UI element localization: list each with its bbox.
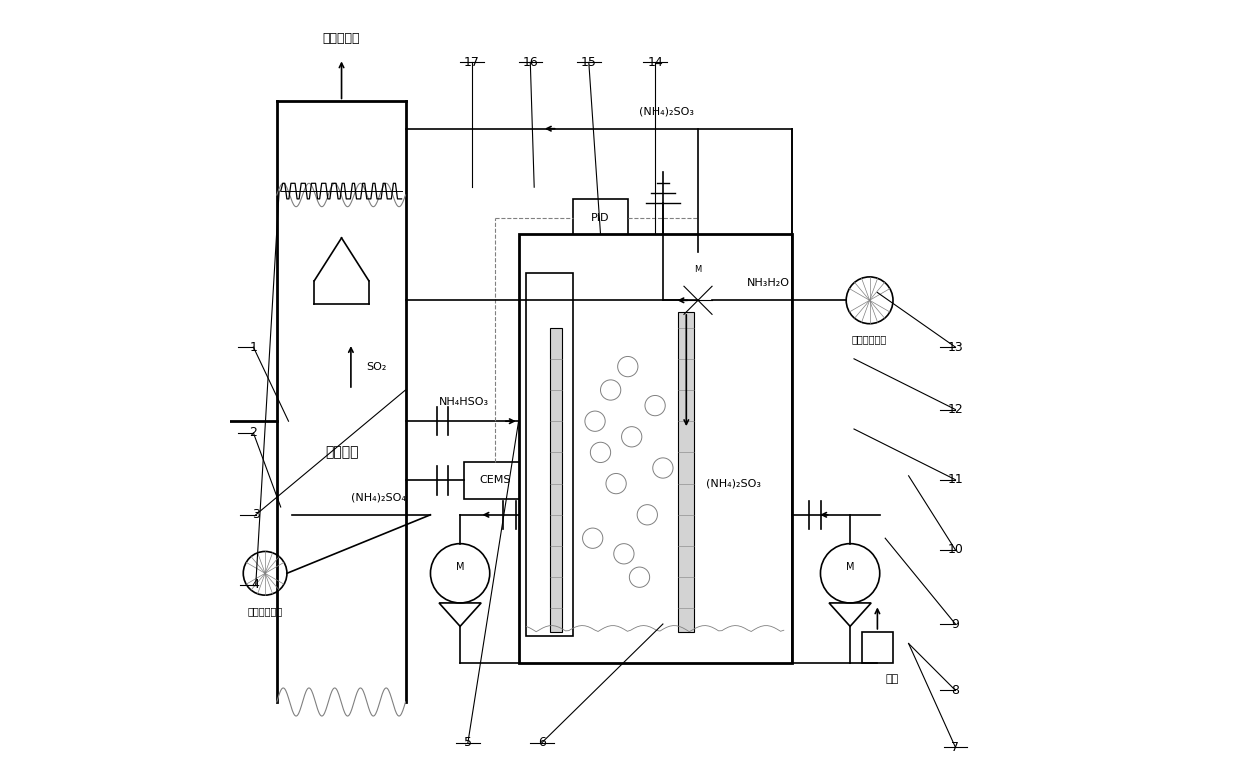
Text: 净化后烟气: 净化后烟气 xyxy=(322,33,361,45)
Circle shape xyxy=(430,544,490,603)
Text: 13: 13 xyxy=(947,341,963,353)
Text: SO₂: SO₂ xyxy=(367,362,387,371)
Text: 来自氨水系统: 来自氨水系统 xyxy=(852,335,888,344)
FancyBboxPatch shape xyxy=(678,312,694,632)
Text: PID: PID xyxy=(591,214,610,223)
Text: 14: 14 xyxy=(647,56,663,69)
Text: 1: 1 xyxy=(249,341,258,353)
FancyBboxPatch shape xyxy=(518,234,791,663)
Text: NH₄HSO₃: NH₄HSO₃ xyxy=(439,397,489,406)
Text: 8: 8 xyxy=(951,684,960,697)
Text: (NH₄)₂SO₃: (NH₄)₂SO₃ xyxy=(640,107,694,116)
Text: 10: 10 xyxy=(947,544,963,556)
Circle shape xyxy=(681,252,715,286)
Text: 16: 16 xyxy=(522,56,538,69)
FancyBboxPatch shape xyxy=(527,273,573,636)
Text: 去后处理装置: 去后处理装置 xyxy=(248,606,283,615)
Text: 2: 2 xyxy=(249,427,258,439)
Text: 17: 17 xyxy=(464,56,480,69)
Text: (NH₄)₂SO₄: (NH₄)₂SO₄ xyxy=(351,493,405,502)
Text: M: M xyxy=(456,562,464,572)
FancyBboxPatch shape xyxy=(573,199,627,238)
Text: 5: 5 xyxy=(464,736,472,749)
Text: 原始烟气: 原始烟气 xyxy=(325,445,358,459)
Text: 空气: 空气 xyxy=(885,674,899,683)
Text: M: M xyxy=(694,264,702,274)
FancyBboxPatch shape xyxy=(862,632,893,663)
Text: (NH₄)₂SO₃: (NH₄)₂SO₃ xyxy=(706,479,760,488)
Circle shape xyxy=(821,544,879,603)
Text: M: M xyxy=(846,562,854,572)
Text: CEMS: CEMS xyxy=(480,476,511,485)
Text: 12: 12 xyxy=(947,403,963,416)
Text: 3: 3 xyxy=(252,509,259,521)
Text: NH₃H₂O: NH₃H₂O xyxy=(746,278,790,288)
FancyBboxPatch shape xyxy=(549,328,562,632)
Text: 9: 9 xyxy=(951,618,960,630)
Text: 4: 4 xyxy=(252,579,259,591)
Circle shape xyxy=(846,277,893,324)
Text: 6: 6 xyxy=(538,736,546,749)
Circle shape xyxy=(243,551,286,595)
Text: 11: 11 xyxy=(947,473,963,486)
Text: 15: 15 xyxy=(580,56,596,69)
FancyBboxPatch shape xyxy=(464,462,527,499)
Text: 7: 7 xyxy=(951,741,960,753)
